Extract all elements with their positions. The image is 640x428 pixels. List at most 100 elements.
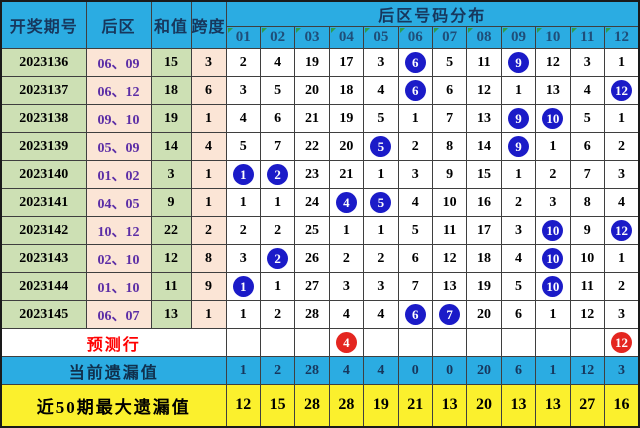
max-omission-09: 13 bbox=[500, 384, 537, 427]
dist-cell-08: 14 bbox=[466, 132, 502, 161]
dist-cell-11: 8 bbox=[569, 188, 605, 217]
blue-ball: 2 bbox=[267, 164, 289, 185]
dist-cell-09: 9 bbox=[500, 132, 537, 161]
dist-cell-12: 2 bbox=[603, 132, 640, 161]
dist-cell-08: 11 bbox=[466, 48, 502, 77]
rear-zone-cell: 06、07 bbox=[85, 300, 152, 329]
dist-cell-04: 18 bbox=[328, 76, 365, 105]
blue-ball: 1 bbox=[232, 164, 254, 185]
dist-cell-12: 4 bbox=[603, 188, 640, 217]
blue-ball: 9 bbox=[507, 52, 529, 73]
max-omission-04: 28 bbox=[328, 384, 365, 427]
blue-ball: 9 bbox=[507, 108, 529, 129]
dist-cell-11: 4 bbox=[569, 76, 605, 105]
blue-ball: 6 bbox=[404, 80, 426, 101]
current-omission-05: 4 bbox=[363, 356, 399, 385]
dist-cell-09: 6 bbox=[500, 300, 537, 329]
max-omission-08: 20 bbox=[466, 384, 502, 427]
blue-ball: 7 bbox=[439, 304, 461, 325]
dist-cell-07: 10 bbox=[431, 188, 468, 217]
dist-cell-12: 1 bbox=[603, 244, 640, 273]
dist-cell-10: 3 bbox=[535, 188, 571, 217]
current-omission-06: 0 bbox=[397, 356, 433, 385]
dist-cell-02: 2 bbox=[259, 300, 296, 329]
period-cell: 2023139 bbox=[0, 132, 87, 161]
header-row-top: 开奖期号 后区 和值 跨度 后区号码分布 bbox=[0, 0, 640, 49]
dist-column-header-07: 07 bbox=[431, 26, 468, 49]
dist-cell-10: 2 bbox=[535, 160, 571, 189]
dist-cell-04: 2 bbox=[328, 244, 365, 273]
sum-cell: 19 bbox=[150, 104, 192, 133]
dist-cell-02: 5 bbox=[259, 76, 296, 105]
rear-zone-cell: 06、12 bbox=[85, 76, 152, 105]
dist-cell-08: 19 bbox=[466, 272, 502, 301]
blue-ball: 6 bbox=[404, 304, 426, 325]
dist-cell-09: 9 bbox=[500, 104, 537, 133]
prediction-cell-02 bbox=[259, 328, 296, 357]
span-cell: 1 bbox=[190, 104, 227, 133]
rear-zone-cell: 04、05 bbox=[85, 188, 152, 217]
prediction-row: 预测行 4 12 bbox=[0, 328, 640, 357]
dist-cell-10: 1 bbox=[535, 300, 571, 329]
rear-zone-cell: 01、10 bbox=[85, 272, 152, 301]
blue-ball: 1 bbox=[232, 276, 254, 297]
max-omission-label: 近50期最大遗漏值 bbox=[0, 384, 227, 427]
dist-cell-07: 11 bbox=[431, 216, 468, 245]
dist-cell-05: 4 bbox=[363, 76, 399, 105]
dist-cell-03: 28 bbox=[294, 300, 330, 329]
sum-header: 和值 bbox=[150, 0, 192, 49]
dist-cell-04: 3 bbox=[328, 272, 365, 301]
prediction-cell-01 bbox=[225, 328, 261, 357]
period-cell: 2023141 bbox=[0, 188, 87, 217]
summary-body: 预测行 4 12 当前遗漏值 1 2 28 4 4 0 0 20 6 1 12 3 近50期最大遗漏值 … bbox=[0, 328, 640, 427]
span-cell: 1 bbox=[190, 188, 227, 217]
dist-cell-07: 7 bbox=[431, 300, 468, 329]
span-header: 跨度 bbox=[190, 0, 227, 49]
dist-column-header-06: 06 bbox=[397, 26, 433, 49]
dist-cell-09: 3 bbox=[500, 216, 537, 245]
rear-zone-header: 后区 bbox=[85, 0, 152, 49]
dist-cell-10: 1 bbox=[535, 132, 571, 161]
dist-column-header-01: 01 bbox=[225, 26, 261, 49]
dist-cell-06: 6 bbox=[397, 300, 433, 329]
dist-cell-08: 16 bbox=[466, 188, 502, 217]
rear-zone-cell: 06、09 bbox=[85, 48, 152, 77]
sum-cell: 13 bbox=[150, 300, 192, 329]
prediction-cell-04: 4 bbox=[328, 328, 365, 357]
dist-cell-08: 15 bbox=[466, 160, 502, 189]
draw-row-2023144: 2023144 01、10 11 9 1 1 27 3 3 7 13 19 5 10 11 2 bbox=[0, 272, 640, 301]
red-ball: 4 bbox=[335, 332, 357, 353]
dist-cell-09: 1 bbox=[500, 160, 537, 189]
current-omission-label: 当前遗漏值 bbox=[0, 356, 227, 385]
blue-ball: 6 bbox=[404, 52, 426, 73]
dist-cell-05: 1 bbox=[363, 160, 399, 189]
dist-cell-10: 13 bbox=[535, 76, 571, 105]
max-omission-11: 27 bbox=[569, 384, 605, 427]
current-omission-03: 28 bbox=[294, 356, 330, 385]
dist-column-header-02: 02 bbox=[259, 26, 296, 49]
prediction-cell-06 bbox=[397, 328, 433, 357]
dist-cell-07: 6 bbox=[431, 76, 468, 105]
prediction-cell-05 bbox=[363, 328, 399, 357]
dist-cell-03: 19 bbox=[294, 48, 330, 77]
dist-cell-11: 6 bbox=[569, 132, 605, 161]
dist-cell-09: 4 bbox=[500, 244, 537, 273]
dist-cell-01: 1 bbox=[225, 272, 261, 301]
current-omission-08: 20 bbox=[466, 356, 502, 385]
current-omission-04: 4 bbox=[328, 356, 365, 385]
prediction-cell-08 bbox=[466, 328, 502, 357]
dist-cell-02: 2 bbox=[259, 160, 296, 189]
dist-cell-02: 6 bbox=[259, 104, 296, 133]
blue-ball: 10 bbox=[542, 108, 564, 129]
period-cell: 2023144 bbox=[0, 272, 87, 301]
dist-cell-04: 21 bbox=[328, 160, 365, 189]
dist-cell-05: 3 bbox=[363, 48, 399, 77]
max-omission-03: 28 bbox=[294, 384, 330, 427]
dist-cell-07: 9 bbox=[431, 160, 468, 189]
dist-cell-04: 4 bbox=[328, 300, 365, 329]
period-cell: 2023136 bbox=[0, 48, 87, 77]
dist-cell-03: 22 bbox=[294, 132, 330, 161]
dist-cell-04: 19 bbox=[328, 104, 365, 133]
dist-cell-06: 1 bbox=[397, 104, 433, 133]
